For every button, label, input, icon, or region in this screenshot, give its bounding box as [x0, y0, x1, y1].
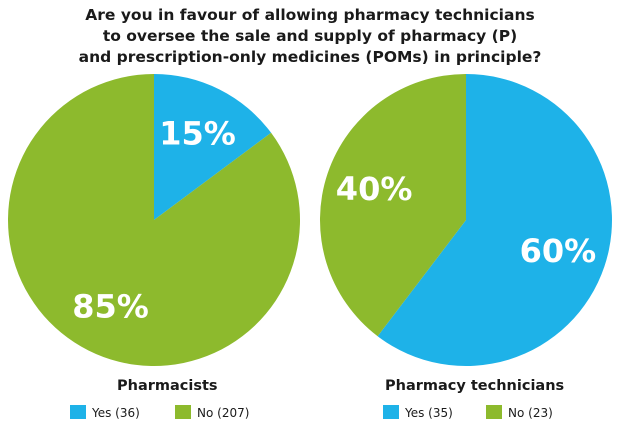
legend-swatch-no [486, 405, 502, 419]
legend-swatch-no [175, 405, 191, 419]
legend-label-yes: Yes (36) [91, 406, 140, 420]
pie-percent-label-yes: 15% [159, 114, 236, 152]
legend-label-no: No (23) [508, 406, 553, 420]
chart-title-line-1: Are you in favour of allowing pharmacy t… [85, 6, 534, 24]
legend-pharmacy-technicians: Yes (35) No (23) [383, 405, 553, 420]
legend-swatch-yes [70, 405, 86, 419]
legend-pharmacists: Yes (36) No (207) [70, 405, 249, 420]
pie-slice-yes [154, 74, 272, 220]
legend-swatch-yes [383, 405, 399, 419]
pie-percent-label-no: 85% [72, 288, 149, 326]
pie-slice-no [319, 74, 466, 337]
pie-chart-pharmacists: 15% 85% [8, 74, 301, 366]
chart-title-line-3: and prescription-only medicines (POMs) i… [79, 48, 542, 66]
pie-slice-no [8, 74, 301, 366]
pie-percent-label-yes: 60% [520, 232, 597, 270]
chart-title-line-2: to oversee the sale and supply of pharma… [103, 27, 517, 45]
pie-percent-label-no: 40% [336, 170, 413, 208]
legend-label-yes: Yes (35) [404, 406, 453, 420]
pie-title-pharmacy-technicians: Pharmacy technicians [385, 378, 564, 394]
legend-label-no: No (207) [197, 406, 249, 420]
pie-chart-pharmacy-technicians: 60% 40% [319, 74, 612, 366]
chart-title: Are you in favour of allowing pharmacy t… [79, 6, 542, 66]
pie-slice-yes [377, 74, 612, 366]
pie-title-pharmacists: Pharmacists [117, 378, 218, 394]
